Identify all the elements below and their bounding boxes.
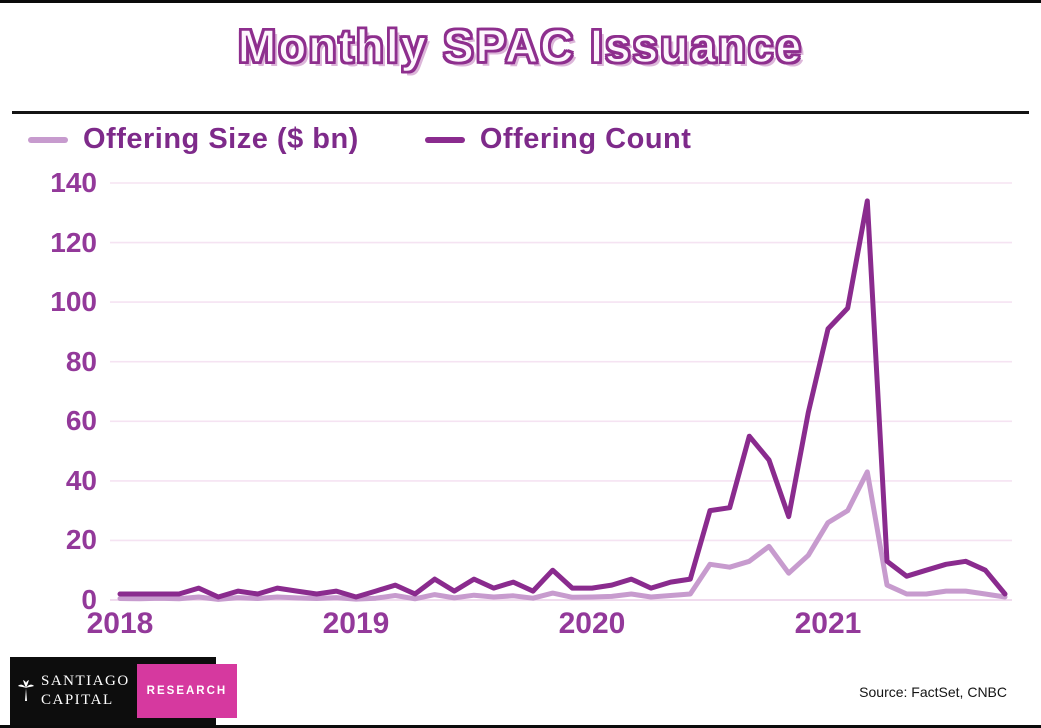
palm-tree-icon bbox=[18, 680, 34, 701]
logo-name-line2: Capital bbox=[41, 692, 114, 708]
y-axis-label-140: 140 bbox=[50, 167, 97, 198]
x-axis-label-2021: 2021 bbox=[794, 607, 862, 640]
chart-title: Monthly SPAC Issuance bbox=[237, 19, 804, 73]
y-axis-label-40: 40 bbox=[65, 465, 97, 496]
y-axis-label-80: 80 bbox=[65, 346, 97, 377]
offering-count-line-swatch-icon bbox=[424, 136, 465, 143]
y-axis-label-100: 100 bbox=[50, 286, 97, 317]
y-axis-label-0: 0 bbox=[81, 584, 97, 615]
logo-name: Santiago Capital bbox=[41, 672, 130, 710]
research-badge: RESEARCH bbox=[136, 664, 238, 718]
source-text: Source: FactSet, CNBC bbox=[859, 684, 1007, 700]
legend-label-offering-size: Offering Size ($ bn) bbox=[83, 123, 359, 155]
chart-legend: Offering Size ($ bn) Offering Count bbox=[28, 123, 691, 156]
logo-name-line1: Santiago bbox=[41, 673, 130, 690]
x-axis-label-2019: 2019 bbox=[322, 607, 390, 640]
legend-item-offering-count: Offering Count bbox=[424, 123, 692, 156]
legend-item-offering-size: Offering Size ($ bn) bbox=[28, 123, 359, 156]
santiago-capital-logo: Santiago Capital RESEARCH bbox=[10, 657, 238, 725]
legend-label-offering-count: Offering Count bbox=[479, 123, 692, 155]
x-axis-label-2020: 2020 bbox=[558, 607, 626, 640]
offering-size-line-swatch-icon bbox=[28, 136, 68, 143]
y-axis-label-120: 120 bbox=[50, 227, 97, 258]
x-axis-label-2018: 2018 bbox=[86, 607, 154, 640]
title-divider bbox=[12, 111, 1029, 114]
y-axis-label-60: 60 bbox=[65, 405, 97, 436]
y-axis-label-20: 20 bbox=[65, 524, 97, 555]
chart-canvas bbox=[110, 182, 1012, 602]
